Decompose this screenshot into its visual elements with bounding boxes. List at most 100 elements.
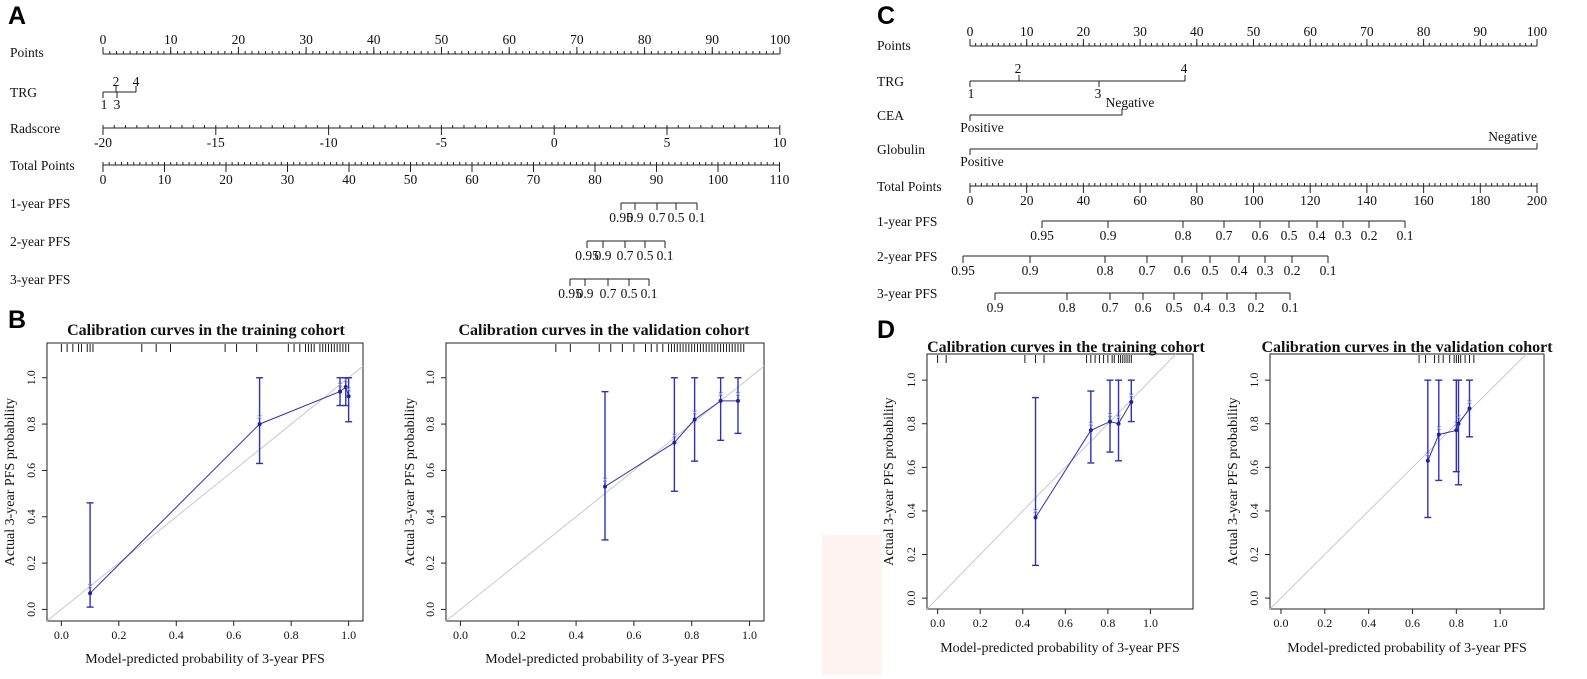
estimate-mark (1436, 425, 1442, 431)
row-label: Total Points (877, 179, 942, 194)
calibration-line (604, 400, 738, 488)
y-tick-label: 0.8 (24, 417, 38, 432)
calibration-point (1108, 419, 1113, 424)
estimate-mark (1033, 508, 1038, 514)
tick-label: 0.95 (575, 248, 599, 263)
tick-label: Positive (960, 154, 1004, 169)
tick-label: 0.6 (1174, 263, 1191, 278)
tick-label: 0 (100, 32, 107, 47)
estimate-mark (1116, 414, 1121, 420)
y-tick-label: 1.0 (1247, 373, 1261, 388)
tick-label: 10 (773, 135, 787, 150)
tick-label: 3 (114, 97, 121, 112)
x-tick-label: 0.0 (54, 628, 69, 642)
y-tick-label: 0.0 (1247, 591, 1261, 606)
y-tick-label: 0.4 (24, 509, 38, 524)
tick-label: 0.5 (1166, 300, 1183, 315)
y-tick-label: 1.0 (423, 370, 437, 385)
tick-label: 0.9 (627, 210, 644, 225)
x-tick-label: 0.6 (226, 628, 241, 642)
tick-label: 0.1 (1397, 228, 1414, 243)
y-tick-label: 0.0 (24, 602, 38, 617)
estimate-mark (672, 433, 677, 438)
x-tick-label: 0.8 (1449, 616, 1464, 630)
estimate-mark (1456, 414, 1461, 420)
tick-label: 30 (281, 172, 295, 187)
x-tick-label: 0.6 (626, 628, 641, 642)
tick-label: 0.9 (1100, 228, 1117, 243)
tick-label: -10 (320, 135, 338, 150)
calibration-point (257, 422, 262, 427)
tick-label: Negative (1488, 129, 1537, 144)
calibration-point (1467, 406, 1472, 411)
row-label: Total Points (10, 158, 75, 173)
calibration-point (718, 398, 723, 403)
tick-label: 0.5 (1202, 263, 1219, 278)
tick-label: 1 (101, 97, 108, 112)
row-label: CEA (877, 108, 904, 123)
plot-frame (926, 353, 1194, 610)
tick-label: 5 (664, 135, 671, 150)
ideal-line (1269, 353, 1527, 610)
nomogram-a: Points TRG Radscore Total Points 1-year PFS 2… (10, 32, 790, 301)
tick-label: 90 (650, 172, 664, 187)
plot-frame (1269, 353, 1545, 610)
tick-label: 100 (1243, 193, 1264, 208)
tick-label: 0.7 (1139, 263, 1156, 278)
tick-label: 0.5 (1281, 228, 1298, 243)
y-tick-label: 0.2 (904, 547, 918, 562)
tick-label: 0.95 (951, 263, 975, 278)
y-tick-label: 0.6 (1247, 460, 1261, 475)
y-tick-label: 0.6 (24, 463, 38, 478)
tick-label: 90 (706, 32, 720, 47)
x-tick-label: 0.4 (1015, 616, 1030, 630)
tick-label: 0.7 (649, 210, 666, 225)
tick-label: 0.8 (1175, 228, 1192, 243)
tick-label: 0.2 (1248, 300, 1265, 315)
y-tick-label: 0.6 (904, 460, 918, 475)
x-axis-label: Model-predicted probability of 3-year PF… (85, 652, 325, 667)
tick-label: 0.5 (621, 286, 638, 301)
calibration-point (1454, 428, 1459, 433)
calibration-point (88, 591, 93, 596)
x-tick-label: 1.0 (1143, 616, 1158, 630)
tick-label: 0.7 (1216, 228, 1233, 243)
chart-title: Calibration curves in the training cohor… (67, 322, 345, 339)
tick-label: -5 (436, 135, 447, 150)
y-tick-label: 0.6 (423, 463, 437, 478)
tick-label: 0.8 (1097, 263, 1114, 278)
x-tick-label: 0.2 (973, 616, 988, 630)
tick-label: 0.2 (1284, 263, 1301, 278)
tick-label: 0.6 (1135, 300, 1152, 315)
y-tick-label: 0.0 (904, 591, 918, 606)
estimate-mark (346, 387, 351, 392)
x-tick-label: 0.4 (169, 628, 184, 642)
estimate-mark (257, 414, 262, 420)
x-tick-label: 0.6 (1405, 616, 1420, 630)
row-label: TRG (877, 74, 904, 89)
y-tick-label: 0.4 (423, 509, 437, 524)
calibration-line (1427, 408, 1470, 461)
tick-label: 4 (133, 74, 140, 89)
x-tick-label: 0.8 (284, 628, 299, 642)
tick-label: 20 (219, 172, 233, 187)
calibration-point (1436, 432, 1441, 437)
tick-label: 20 (232, 32, 246, 47)
calibration-point (1129, 399, 1134, 404)
tick-label: 0.95 (609, 210, 633, 225)
y-axis-label: Actual 3-year PFS probability (1226, 397, 1241, 565)
tick-label: 80 (588, 172, 602, 187)
y-tick-label: 0.4 (904, 503, 918, 518)
tick-label: 0.1 (1282, 300, 1299, 315)
tick-label: 20 (1020, 193, 1034, 208)
calibration-point (1033, 515, 1038, 520)
tick-label: 30 (299, 32, 313, 47)
estimate-mark (87, 583, 93, 589)
tick-label: 40 (1077, 193, 1091, 208)
row-label: 3-year PFS (10, 272, 70, 287)
x-tick-label: 0.4 (1361, 616, 1376, 630)
row-label: 2-year PFS (877, 249, 937, 264)
x-axis-label: Model-predicted probability of 3-year PF… (485, 652, 725, 667)
row-label: 3-year PFS (877, 286, 937, 301)
tick-label: 0.7 (617, 248, 634, 263)
